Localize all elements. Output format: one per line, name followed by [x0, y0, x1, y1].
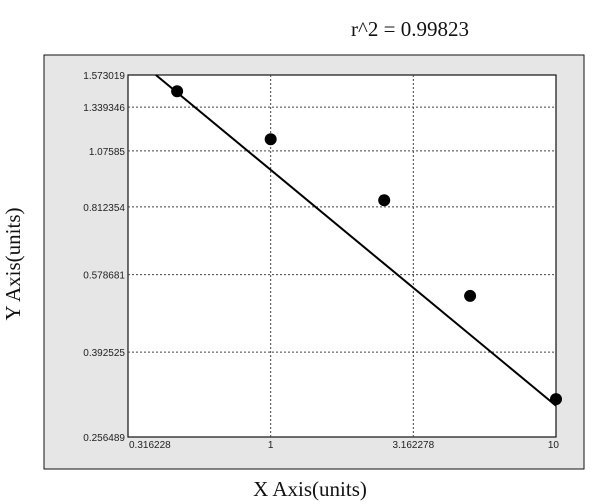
data-point: [378, 194, 391, 207]
data-points: [171, 85, 562, 406]
fit-line: [155, 74, 557, 407]
data-point: [550, 393, 562, 406]
data-point: [264, 133, 277, 146]
y-tick-label: 1.07585: [89, 147, 126, 158]
x-tick-label: 0.316228: [129, 440, 171, 451]
x-tick-labels: 0.316228 1 3.162278 10: [129, 440, 559, 451]
y-tick-label: 0.812354: [83, 203, 125, 214]
x-axis-title: X Axis(units): [253, 477, 367, 501]
y-tick-label: 1.573019: [83, 71, 125, 82]
chart-title: r^2 = 0.99823: [351, 17, 469, 41]
data-point: [464, 289, 477, 302]
x-tick-label: 10: [548, 440, 560, 451]
x-tick-label: 1: [268, 440, 274, 451]
y-tick-labels: 0.256489 0.392525 0.578681 0.812354 1.07585 1…: [83, 71, 125, 444]
plot-area: [127, 74, 557, 438]
y-tick-label: 0.392525: [83, 348, 125, 359]
x-tick-label: 3.162278: [392, 440, 434, 451]
y-axis-title: Y Axis(units): [1, 208, 25, 321]
y-tick-label: 0.578681: [83, 271, 125, 282]
y-tick-label: 1.339346: [83, 103, 125, 114]
data-point: [171, 85, 184, 98]
fit-line-group: [155, 74, 557, 407]
y-tick-label: 0.256489: [83, 433, 125, 444]
